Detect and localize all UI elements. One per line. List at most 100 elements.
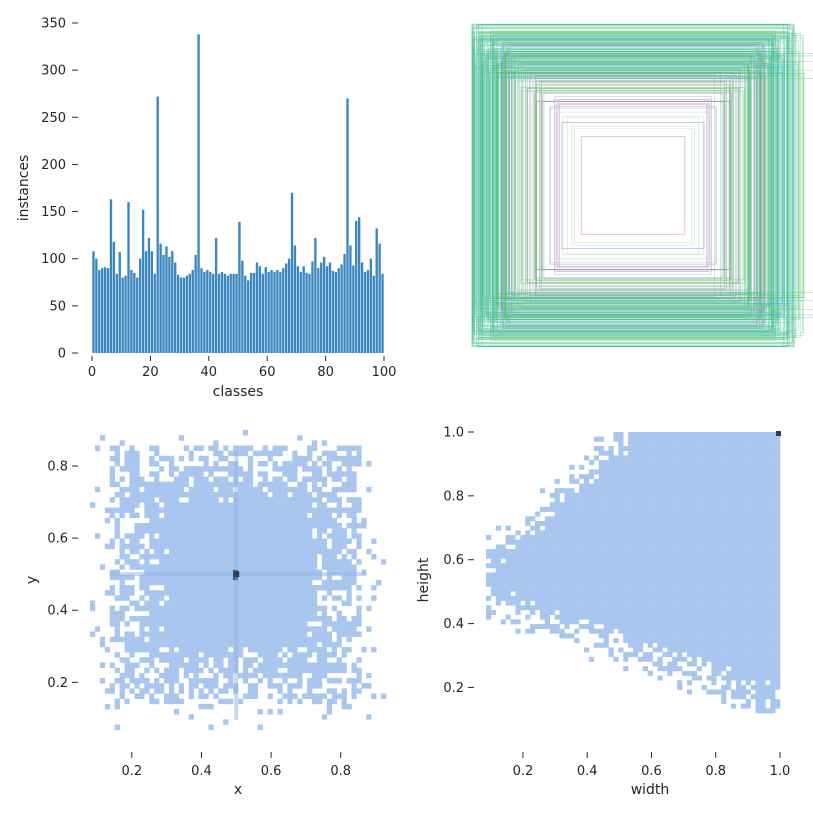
histogram-cell xyxy=(735,544,742,550)
histogram-cell xyxy=(770,703,776,709)
histogram-cell xyxy=(297,667,303,674)
histogram-cell xyxy=(312,678,318,684)
bar xyxy=(232,273,235,353)
histogram-cell xyxy=(346,595,352,601)
histogram-cell xyxy=(662,535,668,541)
histogram-cell xyxy=(652,464,658,470)
histogram-cell xyxy=(208,471,214,477)
histogram-cell xyxy=(238,636,244,643)
histogram-cell xyxy=(603,464,609,470)
histogram-cell xyxy=(134,497,140,503)
bar xyxy=(200,268,203,353)
histogram-cell xyxy=(193,631,199,637)
histogram-cell xyxy=(701,549,707,555)
histogram-cell xyxy=(716,567,722,573)
histogram-cell xyxy=(691,450,697,456)
histogram-cell xyxy=(267,595,273,601)
histogram-cell xyxy=(515,539,521,545)
histogram-cell xyxy=(765,464,771,470)
histogram-cell xyxy=(178,698,185,705)
histogram-cell xyxy=(218,533,224,539)
histogram-cell xyxy=(755,497,761,503)
histogram-cell xyxy=(755,638,761,644)
histogram-cell xyxy=(735,567,742,573)
histogram-cell xyxy=(755,647,761,653)
histogram-cell xyxy=(228,698,234,705)
histogram-cell xyxy=(336,466,342,472)
histogram-cell xyxy=(770,572,776,578)
histogram-cell xyxy=(238,445,244,451)
histogram-cell xyxy=(765,661,771,667)
histogram-cell xyxy=(287,528,293,534)
histogram-cell xyxy=(282,481,288,488)
histogram-cell xyxy=(721,577,727,583)
histogram-cell xyxy=(603,638,609,644)
histogram-cell xyxy=(569,520,575,526)
histogram-cell xyxy=(302,590,308,596)
histogram-cell xyxy=(356,455,362,462)
histogram-cell xyxy=(716,572,722,578)
histogram-cell xyxy=(633,488,639,494)
histogram-cell xyxy=(252,559,259,565)
histogram-cell xyxy=(628,614,634,620)
histogram-cell xyxy=(109,610,115,617)
histogram-cell xyxy=(672,511,678,517)
histogram-cell xyxy=(755,675,761,681)
histogram-cell xyxy=(721,698,727,704)
histogram-cell xyxy=(682,474,688,480)
histogram-cell xyxy=(672,516,678,522)
bar xyxy=(92,251,95,353)
histogram-cell xyxy=(770,698,776,704)
histogram-cell xyxy=(711,563,717,569)
histogram-cell xyxy=(740,530,746,536)
bounding-box xyxy=(497,64,768,307)
histogram-cell xyxy=(297,528,303,534)
histogram-cell xyxy=(164,641,170,648)
bar xyxy=(174,262,177,353)
histogram-cell xyxy=(178,492,185,498)
histogram-cell xyxy=(775,502,781,508)
histogram-cell xyxy=(213,605,219,612)
histogram-cell xyxy=(262,461,268,467)
histogram-cell xyxy=(579,558,585,564)
histogram-cell xyxy=(647,586,653,592)
histogram-cell xyxy=(613,535,619,541)
histogram-cell xyxy=(183,605,189,612)
histogram-cell xyxy=(608,446,614,452)
histogram-cell xyxy=(657,605,663,611)
histogram-cell xyxy=(277,512,283,519)
histogram-cell xyxy=(495,591,501,597)
histogram-cell xyxy=(307,590,313,596)
histogram-cell xyxy=(203,461,209,467)
bounding-box xyxy=(471,23,795,348)
histogram-cell xyxy=(331,492,337,498)
histogram-cell xyxy=(302,507,308,513)
histogram-cell xyxy=(159,641,165,648)
histogram-cell xyxy=(238,559,244,565)
histogram-cell xyxy=(686,516,693,522)
histogram-cell xyxy=(637,535,644,541)
histogram-cell xyxy=(564,563,570,569)
histogram-cell xyxy=(755,581,761,587)
histogram-cell xyxy=(750,432,756,437)
histogram-cell xyxy=(267,709,273,715)
histogram-cell xyxy=(159,533,165,539)
bounding-box xyxy=(481,55,785,316)
histogram-cell xyxy=(623,666,629,672)
histogram-cell xyxy=(262,647,268,653)
histogram-cell xyxy=(696,450,702,456)
histogram-cell xyxy=(584,563,590,569)
histogram-cell xyxy=(642,492,648,498)
histogram-cell xyxy=(346,476,352,482)
histogram-cell xyxy=(662,539,668,545)
histogram-cell xyxy=(623,464,629,470)
histogram-cell xyxy=(696,511,702,517)
histogram-cell xyxy=(750,694,756,700)
histogram-cell xyxy=(770,577,776,583)
histogram-cell xyxy=(633,450,639,456)
histogram-cell xyxy=(775,572,781,578)
histogram-cell xyxy=(124,455,130,462)
histogram-cell xyxy=(662,544,668,550)
histogram-cell xyxy=(173,543,180,550)
histogram-cell xyxy=(213,652,219,658)
